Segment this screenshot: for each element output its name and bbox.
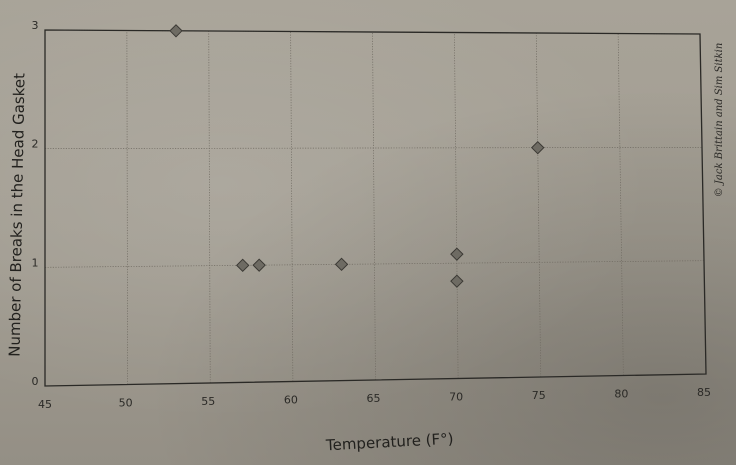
x-tick-label: 50 <box>119 397 133 410</box>
y-tick-label: 3 <box>32 19 39 32</box>
data-point <box>169 24 183 38</box>
grid <box>44 29 705 385</box>
y-tick-label: 0 <box>32 375 39 388</box>
x-gridline <box>290 31 294 382</box>
data-point <box>450 247 464 261</box>
x-tick-labels: 45 50 55 60 65 70 75 80 85 <box>38 386 711 411</box>
data-point <box>235 258 250 273</box>
axes <box>44 29 707 387</box>
x-tick-label: 55 <box>201 395 215 408</box>
y-tick-label: 1 <box>32 256 39 269</box>
data-point <box>252 258 266 272</box>
y-gridline <box>44 260 705 268</box>
copyright-text: © Jack Brittain and Sim Sitkin <box>714 43 725 198</box>
data-point <box>531 140 545 155</box>
x-tick-label: 60 <box>284 394 298 407</box>
x-tick-label: 85 <box>697 386 711 399</box>
x-tick-label: 80 <box>614 388 628 401</box>
x-gridline <box>208 30 211 384</box>
x-gridline <box>372 31 376 381</box>
data-point <box>334 257 349 272</box>
y-tick-label: 2 <box>32 138 39 151</box>
x-tick-label: 65 <box>367 392 381 405</box>
y-tick-labels: 0 1 2 3 <box>32 19 39 388</box>
x-gridline <box>535 32 542 378</box>
x-axis-title: Temperature (F°) <box>325 430 454 455</box>
x-gridline <box>126 30 128 385</box>
x-tick-label: 45 <box>38 398 52 411</box>
x-gridline <box>454 32 459 379</box>
y-gridline <box>44 146 703 150</box>
data-points <box>169 24 545 288</box>
data-point <box>450 274 464 288</box>
x-tick-label: 70 <box>449 391 463 404</box>
y-axis-title: Number of Breaks in the Head Gasket <box>6 73 29 357</box>
x-gridline <box>617 33 624 376</box>
plot-frame <box>44 29 707 387</box>
x-tick-label: 75 <box>532 389 546 402</box>
